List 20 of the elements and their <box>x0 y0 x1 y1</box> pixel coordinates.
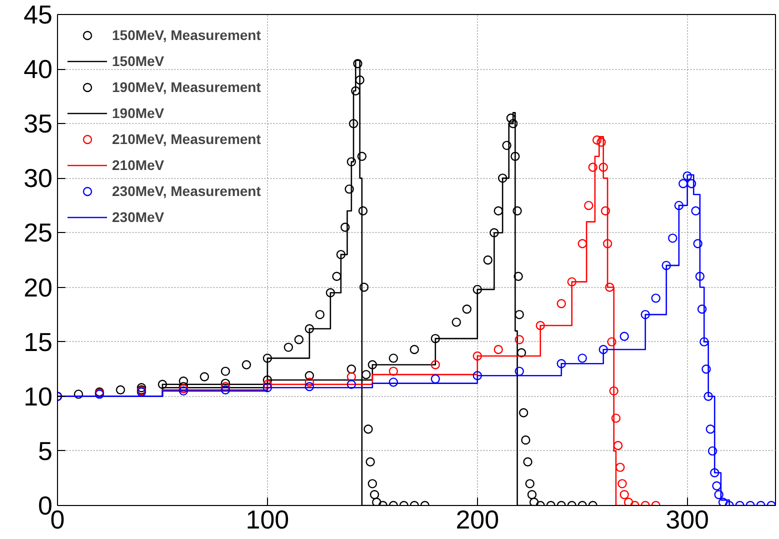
legend-label: 230MeV, Measurement <box>112 182 261 201</box>
legend-label: 230MeV <box>112 208 164 227</box>
legend-label: 150MeV <box>112 52 164 71</box>
y-tick-label: 30 <box>24 163 52 194</box>
y-tick-label: 35 <box>24 108 52 139</box>
y-tick-label: 45 <box>24 0 52 30</box>
legend-label: 210MeV, Measurement <box>112 130 261 149</box>
legend-label: 150MeV, Measurement <box>112 26 261 45</box>
x-tick-label: 300 <box>666 504 710 534</box>
legend-label: 210MeV <box>112 156 164 175</box>
y-tick-label: 5 <box>38 436 53 466</box>
y-tick-label: 20 <box>24 272 52 302</box>
y-tick-label: 15 <box>24 326 52 357</box>
y-tick-label: 25 <box>24 218 52 248</box>
y-tick-label: 40 <box>24 54 52 84</box>
y-tick-label: 10 <box>24 381 52 412</box>
legend-label: 190MeV <box>112 104 164 123</box>
x-tick-label: 200 <box>456 504 500 534</box>
x-tick-label: 100 <box>246 504 290 534</box>
legend-label: 190MeV, Measurement <box>112 78 261 97</box>
